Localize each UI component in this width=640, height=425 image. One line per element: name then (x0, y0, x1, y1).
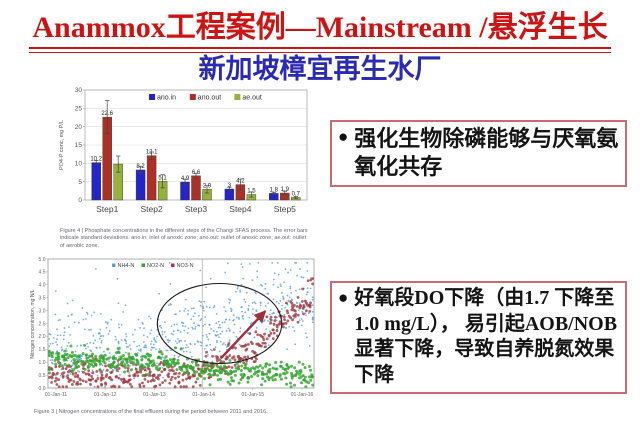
title-underline (29, 47, 611, 53)
svg-text:5.1: 5.1 (158, 175, 167, 181)
svg-text:NH4-N: NH4-N (118, 263, 135, 269)
svg-text:10.2: 10.2 (90, 157, 102, 163)
page-title: Anammox工程案例—Mainstream /悬浮生长 (18, 2, 622, 53)
svg-text:2.0: 2.0 (39, 334, 46, 340)
svg-text:4.0: 4.0 (39, 283, 46, 289)
svg-text:Step2: Step2 (140, 204, 162, 214)
svg-text:Nitrogen concentration, mg N/L: Nitrogen concentration, mg N/L (30, 289, 36, 358)
svg-text:01-Jan-11: 01-Jan-11 (45, 392, 67, 398)
svg-text:3.5: 3.5 (39, 296, 46, 302)
svg-text:22.6: 22.6 (101, 111, 113, 117)
svg-text:ae.out: ae.out (242, 95, 262, 102)
svg-text:30: 30 (75, 87, 83, 94)
svg-text:01-Jan-16: 01-Jan-16 (291, 392, 314, 398)
svg-text:01-Jan-12: 01-Jan-12 (94, 392, 117, 398)
svg-text:4.5: 4.5 (39, 270, 46, 276)
nitrogen-scatter-chart: 0.0 0.5 1.0 1.5 2.0 2.5 3.0 3.5 4.0 4.5 5.0 Nitroge… (28, 254, 320, 406)
svg-text:5: 5 (78, 179, 82, 186)
svg-text:6.6: 6.6 (192, 170, 201, 176)
bullet-text-do-drop: 好氧段DO下降（由1.7 下降至1.0 mg/L）， 易引起AOB/NOB显著下… (354, 287, 618, 386)
bullet-box-do-drop: ● 好氧段DO下降（由1.7 下降至1.0 mg/L）， 易引起AOB/NOB显… (330, 281, 627, 395)
svg-text:01-Jan-15: 01-Jan-15 (242, 392, 265, 398)
svg-text:3.0: 3.0 (39, 308, 46, 314)
svg-text:1.9: 1.9 (281, 187, 290, 193)
page-title-text: Anammox工程案例—Mainstream /悬浮生长 (32, 11, 608, 44)
svg-text:0.7: 0.7 (292, 191, 301, 197)
svg-text:5.0: 5.0 (39, 257, 46, 263)
bullet-text-phosphorus: 强化生物除磷能够与厌氧氨氧化共存 (354, 126, 619, 180)
nitrogen-scatter-chart-svg: 0.0 0.5 1.0 1.5 2.0 2.5 3.0 3.5 4.0 4.5 5.0 Nitroge… (30, 257, 315, 398)
svg-text:2.9: 2.9 (203, 183, 212, 189)
svg-text:Step5: Step5 (274, 204, 296, 214)
svg-text:01-Jan-13: 01-Jan-13 (143, 392, 166, 398)
svg-text:Step3: Step3 (185, 204, 207, 214)
phosphate-bar-chart-svg: 0 5 10 15 20 25 30 PO4-P conc, mg P/L ano.in ano.… (59, 87, 308, 214)
svg-text:1.5: 1.5 (39, 347, 46, 353)
svg-text:25: 25 (75, 106, 83, 113)
svg-text:20: 20 (75, 124, 83, 131)
svg-text:1.5: 1.5 (247, 189, 256, 195)
svg-text:ano.in: ano.in (157, 95, 176, 102)
bullet-icon: ● (338, 127, 349, 146)
figure4-caption: Figure 4 | Phosphate concentrations in t… (60, 228, 308, 249)
bullet-icon: ● (338, 288, 349, 307)
svg-text:15: 15 (75, 142, 83, 149)
subtitle: 新加坡樟宜再生水厂 (198, 54, 442, 84)
svg-text:10: 10 (75, 161, 83, 168)
svg-text:0.5: 0.5 (39, 373, 46, 379)
svg-text:NO2-N: NO2-N (147, 263, 164, 269)
svg-text:Step1: Step1 (96, 204, 118, 214)
svg-text:3: 3 (228, 183, 232, 189)
svg-text:4.2: 4.2 (236, 179, 245, 185)
svg-text:12.1: 12.1 (146, 150, 158, 156)
svg-text:Step4: Step4 (229, 204, 251, 214)
figure3-caption: Figure 3 | Nitrogen concentrations of th… (34, 409, 268, 415)
svg-text:0.0: 0.0 (39, 386, 46, 392)
svg-text:1.8: 1.8 (270, 187, 279, 193)
svg-text:2.5: 2.5 (39, 321, 46, 327)
svg-text:4.9: 4.9 (181, 176, 190, 182)
svg-text:NO3-N: NO3-N (177, 263, 194, 269)
svg-text:ano.out: ano.out (198, 95, 221, 102)
svg-text:0: 0 (78, 197, 82, 204)
svg-text:1.0: 1.0 (39, 360, 46, 366)
bullet-box-phosphorus: ● 强化生物除磷能够与厌氧氨氧化共存 (330, 120, 627, 188)
svg-text:PO4-P conc, mg P/L: PO4-P conc, mg P/L (59, 120, 65, 170)
phosphate-bar-chart: 0 5 10 15 20 25 30 PO4-P conc, mg P/L ano.in ano.… (55, 84, 317, 226)
svg-text:01-Jan-14: 01-Jan-14 (192, 392, 215, 398)
svg-text:8.2: 8.2 (136, 164, 145, 170)
